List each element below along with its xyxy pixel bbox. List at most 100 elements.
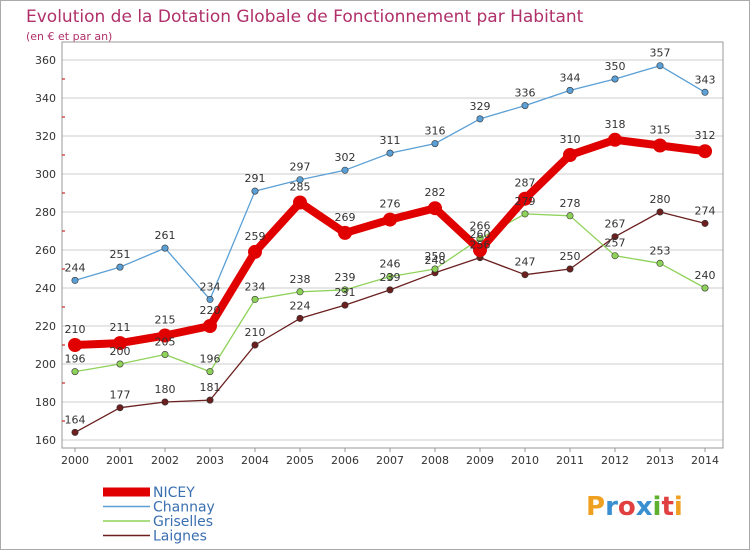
data-point-channay (656, 62, 664, 70)
data-label-channay: 343 (695, 73, 716, 86)
data-point-laignes (521, 271, 529, 279)
data-point-griselles (251, 295, 259, 303)
data-point-griselles (611, 252, 619, 260)
data-label-laignes: 267 (605, 218, 626, 231)
proxiti-logo: Proxiti (586, 492, 683, 522)
data-label-channay: 251 (110, 248, 131, 261)
legend-label-channay: Channay (153, 500, 215, 516)
data-point-laignes (206, 396, 214, 404)
data-point-griselles (206, 368, 214, 376)
logo-letter: i (653, 492, 662, 522)
data-label-laignes: 164 (65, 413, 86, 426)
data-label-channay: 316 (425, 125, 446, 138)
logo-letter: x (636, 492, 653, 522)
x-tick-label: 2006 (331, 454, 359, 467)
data-label-griselles: 196 (65, 353, 86, 366)
data-point-laignes (386, 286, 394, 294)
data-label-nicey: 282 (425, 186, 446, 199)
logo-letter: o (618, 492, 636, 522)
y-tick-label: 220 (35, 320, 56, 333)
axes-layer: 160 180 200 220 240 260 280 300 320 340 360 2000 200… (35, 41, 724, 467)
data-label-griselles: 250 (425, 250, 446, 263)
data-label-laignes: 250 (560, 250, 581, 263)
data-point-laignes (296, 314, 304, 322)
data-point-channay (611, 75, 619, 83)
data-point-channay (386, 149, 394, 157)
data-point-griselles (521, 210, 529, 218)
x-tick-label: 2002 (151, 454, 179, 467)
data-point-channay (161, 244, 169, 252)
y-tick-label: 320 (35, 130, 56, 143)
plot-area-border (61, 41, 724, 449)
data-point-channay (701, 88, 709, 96)
y-tick-label: 340 (35, 92, 56, 105)
data-point-nicey (563, 148, 577, 162)
data-label-griselles: 240 (695, 269, 716, 282)
logo-text: Proxiti (586, 492, 683, 522)
data-label-laignes: 248 (425, 254, 446, 267)
series-layer (68, 62, 712, 436)
data-point-nicey (338, 225, 352, 240)
legend-label-nicey: NICEY (153, 485, 195, 501)
data-label-channay: 297 (290, 161, 311, 174)
data-point-nicey (608, 132, 622, 147)
x-tick-label: 2008 (421, 454, 449, 467)
data-point-griselles (431, 265, 439, 273)
data-label-laignes: 177 (110, 389, 131, 402)
data-label-nicey: 259 (245, 230, 266, 243)
logo-letter: t (661, 492, 673, 522)
data-point-channay (116, 263, 124, 271)
data-point-nicey (68, 338, 82, 352)
data-label-griselles: 234 (245, 280, 266, 293)
x-tick-label: 2010 (511, 454, 539, 467)
logo-letter: r (605, 492, 618, 522)
data-label-griselles: 239 (335, 271, 356, 284)
data-label-laignes: 239 (380, 271, 401, 284)
data-point-channay (476, 115, 484, 123)
data-point-nicey (698, 144, 712, 159)
data-point-griselles (701, 284, 709, 292)
y-tick-label: 200 (35, 358, 56, 371)
data-label-laignes: 210 (245, 326, 266, 339)
data-point-griselles (566, 212, 574, 220)
data-label-laignes: 180 (155, 383, 176, 396)
x-tick-label: 2014 (691, 454, 719, 467)
data-point-channay (206, 295, 214, 303)
x-tick-label: 2003 (196, 454, 224, 467)
data-point-griselles (161, 350, 169, 358)
data-point-nicey (293, 195, 307, 210)
y-tick-label: 300 (35, 168, 56, 181)
data-point-laignes (566, 265, 574, 273)
data-point-nicey (383, 212, 397, 227)
x-tick-label: 2013 (646, 454, 674, 467)
y-tick-label: 160 (35, 434, 56, 447)
y-tick-label: 180 (35, 396, 56, 409)
data-label-channay: 311 (380, 134, 401, 147)
data-label-nicey: 310 (560, 133, 581, 146)
data-label-nicey: 269 (335, 211, 356, 224)
data-label-griselles: 266 (470, 220, 491, 233)
data-label-channay: 234 (200, 280, 221, 293)
data-label-laignes: 231 (335, 286, 356, 299)
x-tick-label: 2007 (376, 454, 404, 467)
data-label-nicey: 260 (470, 228, 491, 241)
data-point-griselles (476, 235, 484, 243)
data-point-laignes (611, 233, 619, 241)
data-point-griselles (341, 286, 349, 294)
data-point-nicey (428, 201, 442, 216)
data-label-griselles: 196 (200, 353, 221, 366)
x-tick-label: 2004 (241, 454, 269, 467)
data-label-channay: 244 (65, 261, 86, 274)
legend-label-laignes: Laignes (153, 529, 207, 545)
data-label-channay: 302 (335, 151, 356, 164)
data-point-laignes (161, 398, 169, 406)
data-point-griselles (656, 259, 664, 267)
data-label-nicey: 276 (380, 198, 401, 211)
data-label-griselles: 246 (380, 258, 401, 271)
data-label-nicey: 287 (515, 177, 536, 190)
logo-letter: P (586, 492, 605, 522)
data-point-laignes (341, 301, 349, 309)
logo-letter: i (674, 492, 683, 522)
